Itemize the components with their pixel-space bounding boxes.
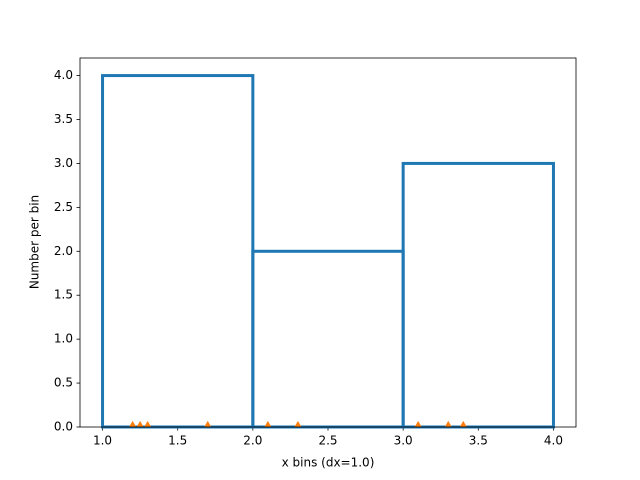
data-point — [414, 420, 422, 427]
x-tick-label: 2.5 — [318, 434, 337, 448]
x-tick-label: 3.0 — [394, 434, 413, 448]
y-tick-label: 1.5 — [54, 288, 73, 302]
x-tick-label: 1.0 — [93, 434, 112, 448]
data-point — [129, 420, 137, 427]
y-tick-label: 3.5 — [54, 112, 73, 126]
y-axis-label: Number per bin — [28, 195, 42, 289]
x-tick-label: 4.0 — [544, 434, 563, 448]
y-tick-label: 0.0 — [54, 420, 73, 434]
plot-frame — [79, 57, 577, 428]
data-point — [459, 420, 467, 427]
data-point — [294, 420, 302, 427]
y-tick-label: 2.0 — [54, 244, 73, 258]
data-point — [204, 420, 212, 427]
y-tick-label: 3.0 — [54, 156, 73, 170]
x-tick-label: 2.0 — [243, 434, 262, 448]
y-tick-label: 0.5 — [54, 376, 73, 390]
y-tick-label: 1.0 — [54, 332, 73, 346]
data-point — [144, 420, 152, 427]
data-point — [136, 420, 144, 427]
x-tick-label: 3.5 — [469, 434, 488, 448]
data-point — [444, 420, 452, 427]
x-axis-label: x bins (dx=1.0) — [282, 456, 375, 470]
data-point — [264, 420, 272, 427]
y-tick-label: 4.0 — [54, 68, 73, 82]
x-tick-label: 1.5 — [168, 434, 187, 448]
y-tick-label: 2.5 — [54, 200, 73, 214]
